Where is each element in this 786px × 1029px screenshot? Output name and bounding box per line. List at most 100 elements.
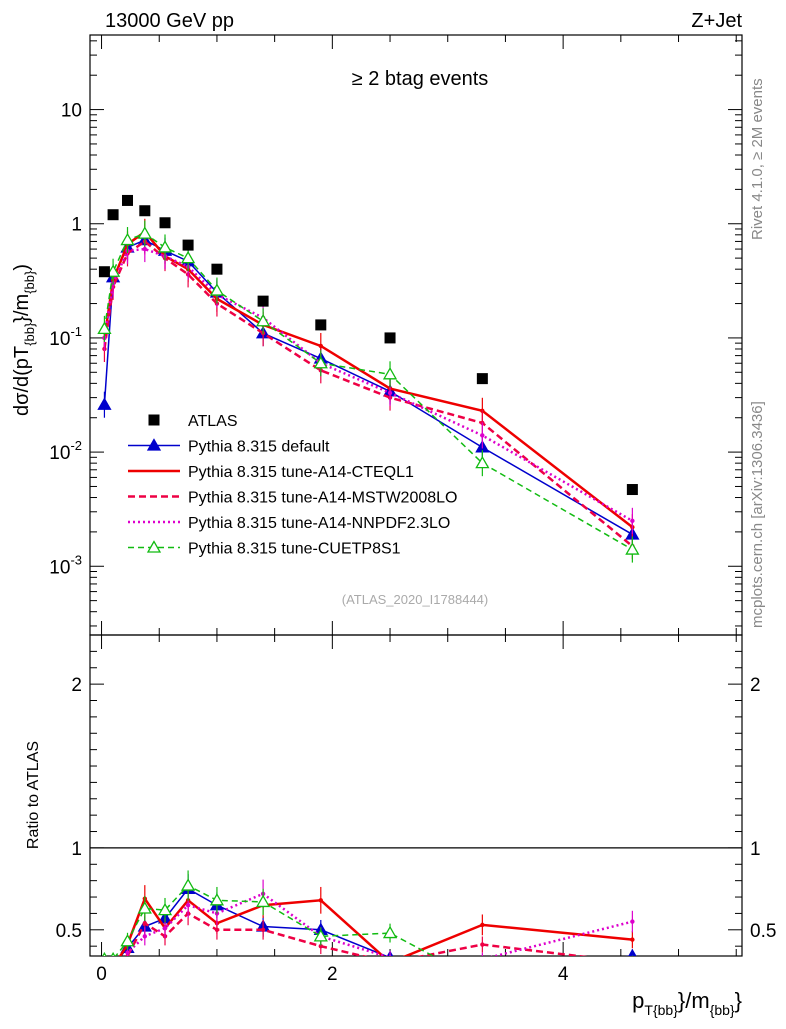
ratio-data-point bbox=[313, 929, 328, 942]
legend-entry-cteql1: Pythia 8.315 tune-A14-CTEQL1 bbox=[128, 464, 414, 481]
legend-label: ATLAS bbox=[188, 413, 238, 430]
legend-marker bbox=[146, 438, 162, 451]
atlas-series bbox=[98, 194, 638, 496]
legend-label: Pythia 8.315 tune-CUETP8S1 bbox=[188, 541, 401, 558]
main-data-point bbox=[97, 321, 112, 335]
ratio-data-point bbox=[318, 943, 323, 949]
ratio-series-line bbox=[125, 911, 589, 956]
process-label: Z+Jet bbox=[691, 10, 742, 32]
ratio-plot-area bbox=[98, 870, 637, 1005]
ratio-data-point bbox=[476, 976, 488, 987]
ratio-series-line bbox=[123, 892, 633, 956]
main-y-tick-label: 10-3 bbox=[49, 552, 82, 578]
main-series-line bbox=[103, 230, 634, 529]
ratio-data-point bbox=[111, 965, 115, 969]
ratio-data-point bbox=[111, 969, 115, 973]
x-tick-label: 2 bbox=[327, 964, 338, 985]
main-data-point bbox=[625, 542, 640, 555]
ratio-data-point bbox=[142, 934, 148, 939]
ratio-data-point bbox=[162, 925, 168, 931]
atlas-data-point bbox=[315, 319, 327, 331]
ratio-data-point bbox=[480, 922, 485, 928]
main-data-point bbox=[142, 246, 148, 252]
ratio-data-point bbox=[209, 893, 225, 906]
ratio-data-point bbox=[260, 927, 266, 932]
ratio-data-point bbox=[630, 919, 635, 924]
atlas-data-point bbox=[107, 209, 119, 221]
main-y-tick-exponent: -2 bbox=[70, 438, 82, 453]
main-y-tick-exponent: -1 bbox=[70, 324, 82, 339]
ratio-y-tick-label-right: 2 bbox=[750, 675, 761, 696]
x-tick-label: 4 bbox=[558, 964, 569, 985]
atlas-data-point bbox=[476, 373, 488, 385]
x-axis-title: pT{bb}}/m{bb}} bbox=[632, 988, 742, 1018]
ratio-series-cuetp8s1 bbox=[102, 870, 633, 987]
legend-label: Pythia 8.315 tune-A14-CTEQL1 bbox=[188, 464, 414, 481]
energy-label: 13000 GeV pp bbox=[105, 10, 234, 32]
ratio-data-point bbox=[111, 970, 115, 974]
ratio-data-point bbox=[185, 903, 191, 908]
main-series-line bbox=[103, 247, 633, 522]
legend-label: Pythia 8.315 tune-A14-MSTW2008LO bbox=[188, 490, 457, 507]
legend-marker bbox=[146, 540, 162, 553]
ratio-data-point bbox=[120, 933, 135, 947]
ratio-data-point bbox=[157, 902, 173, 916]
ratio-series-line bbox=[114, 884, 435, 956]
main-data-point bbox=[475, 455, 490, 469]
ratio-data-point bbox=[480, 942, 485, 947]
atlas-data-point bbox=[159, 217, 171, 229]
main-data-point bbox=[105, 264, 121, 277]
ratio-panel: 0.5 0.5 1 1 2 2 0 2 4 bbox=[56, 634, 776, 1005]
main-data-point bbox=[157, 240, 173, 253]
main-data-point bbox=[387, 390, 393, 396]
main-data-point bbox=[137, 226, 152, 239]
main-y-tick-label: 10 bbox=[61, 101, 82, 122]
ratio-data-point bbox=[180, 878, 196, 891]
ratio-data-point bbox=[102, 951, 107, 956]
main-data-point bbox=[480, 433, 485, 438]
ratio-series-line bbox=[118, 895, 633, 956]
ratio-data-point bbox=[214, 927, 220, 932]
ratio-y-tick-label: 2 bbox=[71, 675, 82, 696]
main-data-point bbox=[382, 367, 398, 380]
ratio-y-tick-label: 1 bbox=[71, 839, 82, 860]
ratio-data-point bbox=[318, 898, 323, 903]
legend-entry-atlas: ATLAS bbox=[148, 413, 238, 430]
side-label-bottom: mcplots.cern.ch [arXiv:1306.3436] bbox=[749, 401, 766, 628]
atlas-data-point bbox=[182, 239, 194, 251]
legend-entry-default: Pythia 8.315 default bbox=[128, 438, 330, 456]
atlas-data-point bbox=[211, 263, 223, 275]
ratio-data-point bbox=[110, 951, 116, 956]
atlas-data-point bbox=[257, 295, 269, 307]
ratio-data-point bbox=[142, 921, 148, 926]
ratio-data-point bbox=[630, 937, 635, 942]
ratio-y-tick-label: 0.5 bbox=[56, 921, 82, 942]
x-tick-label: 0 bbox=[96, 964, 107, 985]
ratio-data-point bbox=[255, 894, 271, 908]
ratio-data-point bbox=[631, 955, 633, 956]
ratio-data-point bbox=[630, 960, 634, 964]
main-series-line bbox=[103, 232, 633, 551]
ratio-data-point bbox=[125, 950, 130, 955]
legend-entry-nnpdf: Pythia 8.315 tune-A14-NNPDF2.3LO bbox=[128, 515, 450, 532]
ratio-y-tick-label-right: 1 bbox=[750, 839, 761, 860]
main-y-tick-label: 10-2 bbox=[49, 438, 82, 464]
ratio-data-point bbox=[628, 948, 637, 956]
ratio-data-point bbox=[98, 994, 110, 1005]
main-data-point bbox=[255, 313, 271, 327]
main-series-cuetp8s1 bbox=[97, 220, 640, 563]
atlas-data-point bbox=[98, 266, 110, 278]
legend-label: Pythia 8.315 default bbox=[188, 439, 330, 456]
ratio-frame bbox=[89, 634, 743, 957]
ratio-series-nnpdf bbox=[111, 879, 635, 973]
atlas-data-point bbox=[122, 194, 134, 206]
main-y-axis-title: dσ/d(pT{bb}}/m{bb}) bbox=[11, 264, 37, 416]
ratio-data-point bbox=[137, 901, 152, 914]
ratio-data-point bbox=[480, 957, 484, 961]
ratio-data-point bbox=[388, 960, 392, 964]
main-y-tick-label: 1 bbox=[71, 215, 82, 236]
ratio-data-point bbox=[476, 965, 488, 976]
analysis-tag: (ATLAS_2020_I1788444) bbox=[342, 592, 488, 607]
selection-label: ≥ 2 btag events bbox=[352, 68, 489, 90]
main-y-tick-label: 10-1 bbox=[49, 324, 82, 350]
